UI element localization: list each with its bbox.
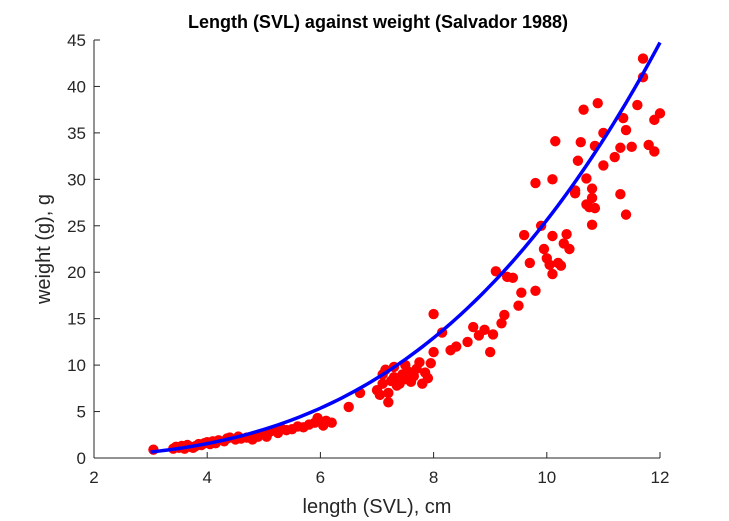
x-tick-label: 4	[202, 468, 211, 487]
chart-title: Length (SVL) against weight (Salvador 19…	[188, 12, 568, 32]
plot-area	[148, 41, 666, 455]
data-point	[649, 146, 660, 157]
data-point	[462, 336, 473, 348]
data-point	[637, 53, 649, 64]
y-tick-label: 0	[77, 449, 86, 468]
y-tick-label: 30	[67, 170, 86, 189]
data-point	[516, 287, 527, 298]
x-tick-label: 2	[89, 468, 98, 487]
data-point	[487, 329, 499, 340]
y-tick-label: 10	[67, 356, 86, 375]
x-axis: 2 4 6 8 10 12	[89, 452, 669, 487]
data-point	[383, 387, 394, 399]
data-point	[618, 112, 629, 124]
x-tick-label: 6	[316, 468, 325, 487]
data-point	[343, 401, 354, 413]
data-point	[499, 309, 510, 321]
data-point	[564, 243, 575, 255]
data-point	[383, 397, 394, 408]
data-point	[428, 308, 439, 320]
data-point	[425, 358, 436, 369]
x-axis-label: length (SVL), cm	[303, 496, 452, 518]
data-point	[326, 417, 337, 428]
data-point	[547, 174, 558, 185]
data-point	[632, 99, 643, 111]
data-point	[654, 108, 666, 119]
data-point	[414, 357, 425, 368]
data-point	[609, 151, 620, 163]
y-tick-label: 25	[67, 217, 86, 236]
data-point	[589, 202, 601, 214]
y-tick-label: 45	[67, 31, 86, 50]
data-point	[451, 341, 462, 352]
data-point	[513, 300, 524, 311]
data-point	[555, 260, 567, 271]
data-point	[374, 389, 386, 401]
data-point	[496, 318, 507, 329]
data-point	[507, 272, 519, 283]
data-point	[547, 230, 558, 242]
data-point	[598, 160, 609, 171]
data-point	[479, 324, 490, 336]
data-point	[550, 136, 561, 147]
data-point	[468, 321, 479, 333]
data-point	[592, 97, 603, 109]
data-point	[377, 378, 388, 389]
fit-curve	[150, 41, 662, 454]
y-tick-label: 15	[67, 310, 86, 329]
data-point	[578, 104, 589, 115]
data-point	[518, 229, 530, 241]
data-point	[530, 177, 541, 189]
data-point	[581, 173, 592, 184]
data-point	[530, 285, 541, 296]
data-point	[490, 266, 502, 277]
data-point	[547, 268, 558, 280]
data-point	[615, 188, 626, 200]
data-point	[586, 192, 598, 204]
x-tick-label: 10	[537, 468, 556, 487]
data-point	[524, 257, 536, 269]
data-point	[561, 228, 572, 240]
x-tick-label: 12	[651, 468, 670, 487]
data-point	[626, 141, 637, 153]
data-point	[586, 183, 598, 194]
y-tick-label: 40	[67, 77, 86, 96]
y-axis: 0 5 10 15 20 25 30 35 40 45	[67, 31, 100, 468]
data-point	[615, 142, 626, 153]
data-point	[586, 219, 598, 231]
data-point	[575, 136, 586, 148]
y-tick-label: 20	[67, 263, 86, 282]
data-point	[422, 372, 434, 384]
y-tick-label: 5	[77, 403, 86, 422]
data-point	[620, 209, 632, 220]
data-point	[572, 155, 584, 166]
data-point	[620, 124, 632, 136]
y-axis-label: weight (g), g	[33, 194, 55, 305]
data-point	[544, 259, 555, 270]
data-point	[538, 243, 550, 255]
y-tick-label: 35	[67, 124, 86, 143]
data-point	[428, 346, 439, 358]
data-point	[485, 346, 496, 358]
x-tick-label: 8	[429, 468, 438, 487]
